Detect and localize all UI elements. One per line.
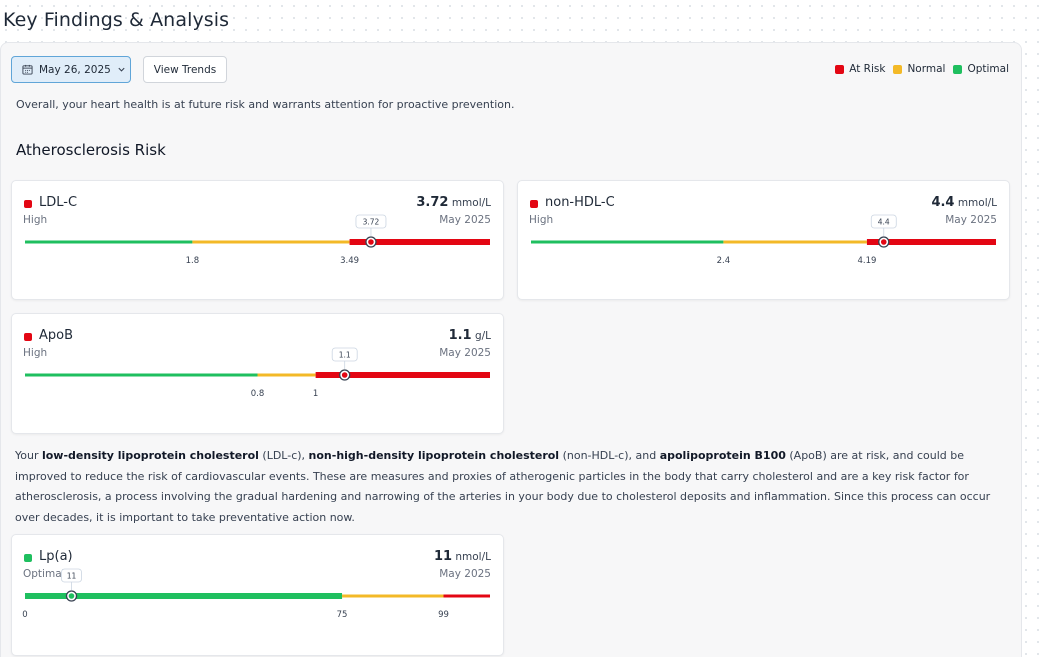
paragraph-text: (non-HDL-c), and — [559, 449, 660, 462]
biomarker-status: High — [529, 214, 554, 226]
threshold-label: 75 — [337, 610, 348, 620]
legend-label: Optimal — [967, 63, 1009, 75]
page-title: Key Findings & Analysis — [3, 9, 230, 31]
findings-panel: May 26, 2025 View Trends At Risk Normal … — [0, 42, 1022, 657]
biomarker-name: non-HDL-C — [545, 195, 615, 210]
threshold-label: 0.8 — [251, 389, 265, 399]
explanation-paragraph: Your low-density lipoprotein cholesterol… — [15, 446, 1000, 528]
date-select-button[interactable]: May 26, 2025 — [11, 56, 131, 83]
chevron-down-icon — [118, 67, 125, 72]
paragraph-term: low-density lipoprotein cholesterol — [41, 449, 259, 462]
value-unit: mmol/L — [957, 197, 997, 209]
summary-text: Overall, your heart health is at future … — [16, 98, 515, 111]
biomarker-date: May 2025 — [945, 214, 997, 226]
threshold-label: 1 — [313, 389, 318, 399]
view-trends-button[interactable]: View Trends — [143, 56, 227, 83]
threshold-label: 4.19 — [857, 256, 876, 266]
biomarker-date: May 2025 — [439, 214, 491, 226]
biomarker-name: LDL-C — [39, 195, 78, 210]
marker-tooltip-label: 1.1 — [339, 351, 351, 360]
biomarker-name: ApoB — [39, 328, 74, 343]
status-legend: At Risk Normal Optimal — [835, 63, 1009, 75]
value-marker-fill — [880, 239, 887, 245]
range-bar: 2.4 4.19 4.4 — [531, 214, 996, 266]
value-number: 3.72 — [416, 195, 449, 210]
calendar-icon — [22, 64, 33, 75]
marker-tooltip-label: 11 — [67, 572, 77, 581]
date-select-label: May 26, 2025 — [39, 63, 111, 76]
biomarker-status: Optimal — [23, 568, 65, 580]
threshold-label: 99 — [438, 610, 449, 620]
marker-tooltip-label: 4.4 — [878, 218, 890, 227]
value-number: 1.1 — [448, 328, 472, 343]
status-dot — [24, 200, 32, 208]
threshold-label: 3.49 — [340, 256, 359, 266]
biomarker-value: 11 nmol/L — [434, 549, 491, 564]
biomarker-date: May 2025 — [439, 568, 491, 580]
biomarker-status: High — [23, 214, 48, 226]
legend-label: Normal — [907, 63, 946, 75]
paragraph-term: apolipoprotein B100 — [659, 449, 786, 462]
biomarker-name: Lp(a) — [39, 549, 73, 564]
legend-swatch — [835, 64, 845, 74]
value-marker-fill — [368, 239, 374, 245]
value-unit: nmol/L — [455, 551, 491, 563]
biomarker-value: 4.4 mmol/L — [931, 195, 997, 210]
status-dot — [530, 200, 538, 208]
value-unit: mmol/L — [451, 197, 491, 209]
paragraph-term: non-high-density lipoprotein cholesterol — [308, 449, 560, 462]
biomarker-value: 1.1 g/L — [449, 328, 491, 343]
biomarker-card-non-hdl-c[interactable]: non-HDL-C High 4.4 mmol/L May 2025 2.4 4.… — [517, 180, 1010, 300]
value-unit: g/L — [474, 330, 491, 342]
threshold-label: 2.4 — [717, 256, 731, 266]
biomarker-card-lp-a[interactable]: Lp(a) Optimal 11 nmol/L May 2025 0 75 99 11 — [11, 534, 504, 656]
biomarker-card-apob[interactable]: ApoB High 1.1 g/L May 2025 0.8 1 1.1 — [11, 313, 504, 434]
marker-tooltip-label: 3.72 — [363, 218, 380, 227]
range-bar: 0.8 1 1.1 — [25, 347, 490, 399]
legend-item-normal: Normal — [893, 63, 945, 75]
biomarker-status: High — [23, 347, 48, 359]
value-marker-fill — [341, 372, 348, 378]
legend-swatch — [893, 64, 903, 74]
legend-item-optimal: Optimal — [953, 63, 1009, 75]
section-title: Atherosclerosis Risk — [16, 141, 166, 159]
paragraph-text: (LDL-c), — [258, 449, 309, 462]
range-bar: 0 75 99 11 — [22, 568, 490, 620]
value-number: 11 — [433, 549, 453, 564]
legend-label: At Risk — [849, 63, 886, 75]
paragraph-text: (ApoB) are at risk, and could be improve… — [15, 449, 991, 524]
legend-swatch — [953, 64, 963, 74]
biomarker-value: 3.72 mmol/L — [416, 195, 491, 210]
paragraph-text: Your — [15, 449, 42, 462]
biomarker-date: May 2025 — [439, 347, 491, 359]
legend-item-at-risk: At Risk — [835, 63, 885, 75]
range-bar: 1.8 3.49 3.72 — [25, 214, 490, 266]
status-dot — [24, 333, 32, 341]
threshold-label: 0 — [22, 610, 27, 620]
value-number: 4.4 — [931, 195, 955, 210]
biomarker-card-ldl-c[interactable]: LDL-C High 3.72 mmol/L May 2025 1.8 3.49 3… — [11, 180, 504, 300]
threshold-label: 1.8 — [186, 256, 200, 266]
status-dot — [24, 554, 32, 562]
value-marker-fill — [68, 593, 75, 599]
